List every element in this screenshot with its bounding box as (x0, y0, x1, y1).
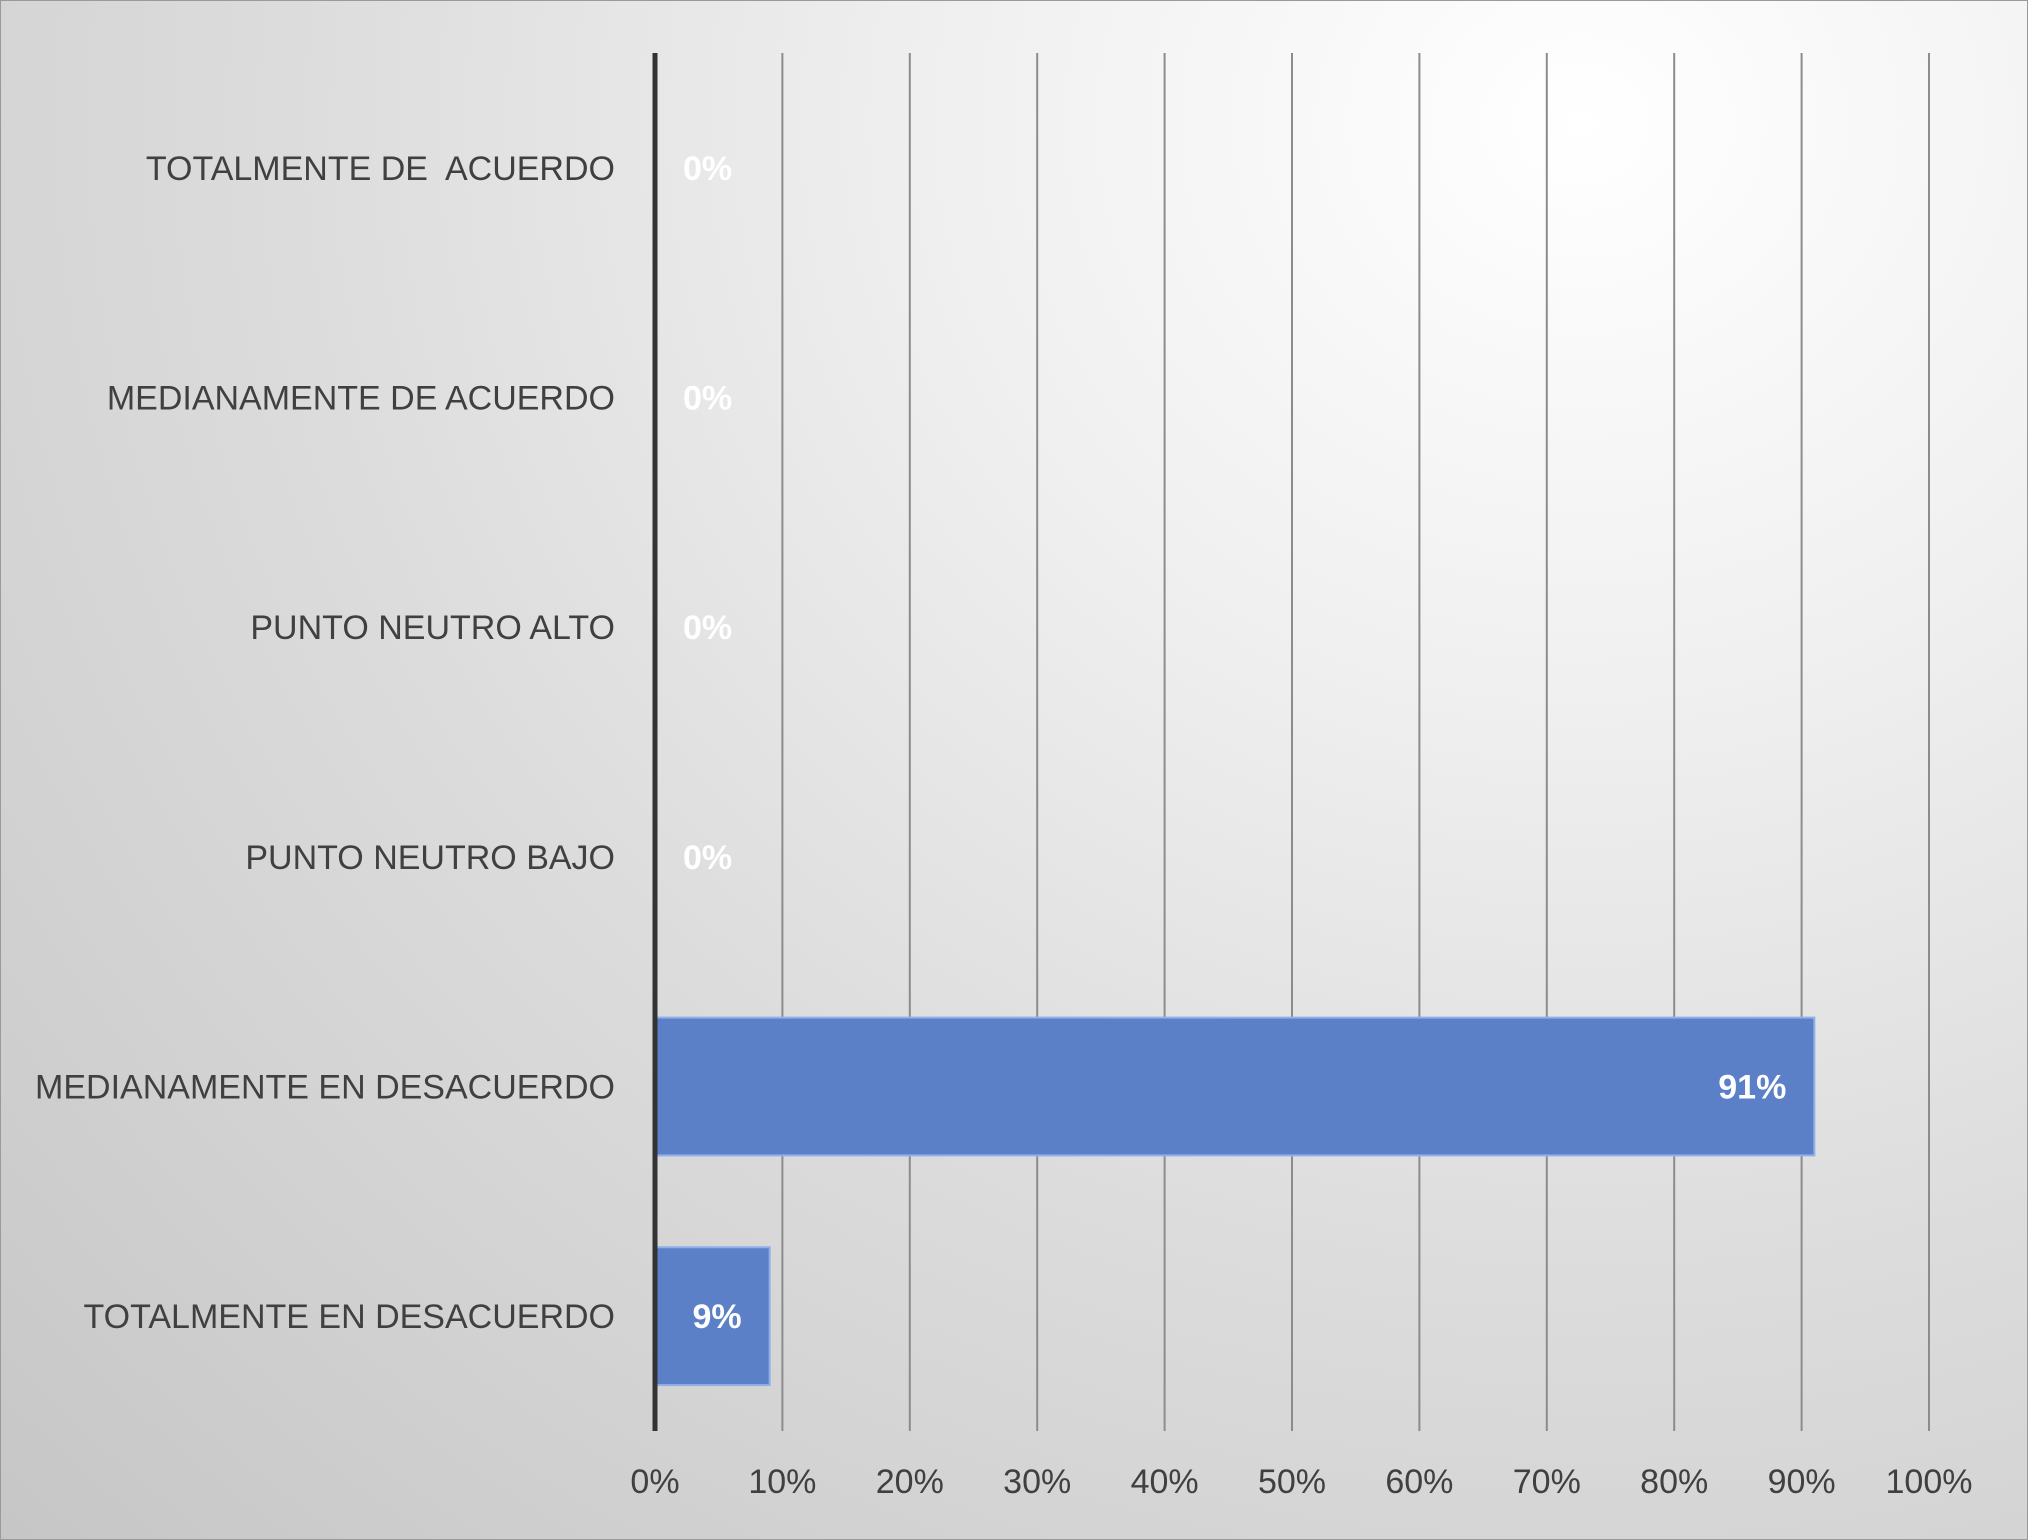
x-tick-label: 60% (1385, 1463, 1453, 1501)
bars (654, 1016, 1816, 1387)
x-tick-label: 90% (1768, 1463, 1836, 1501)
category-label: PUNTO NEUTRO BAJO (245, 839, 615, 877)
category-labels: TOTALMENTE DE ACUERDO MEDIANAMENTE DE ACU… (35, 150, 615, 1336)
category-label: MEDIANAMENTE DE ACUERDO (107, 380, 615, 418)
x-tick-label: 100% (1886, 1463, 1973, 1501)
data-labels: 0% 0% 0% 0% 91% 9% (683, 150, 1786, 1336)
gridlines (781, 53, 1930, 1431)
x-tick-label: 0% (630, 1463, 679, 1501)
x-tick-label: 80% (1640, 1463, 1708, 1501)
x-tick-label: 50% (1258, 1463, 1326, 1501)
x-tick-label: 30% (1003, 1463, 1071, 1501)
data-label: 9% (693, 1298, 742, 1336)
data-label: 0% (683, 150, 732, 188)
x-tick-label: 20% (876, 1463, 944, 1501)
bar (654, 1016, 1816, 1157)
x-axis-tick-labels: 0% 10% 20% 30% 40% 50% 60% 70% 80% 90% 100% (630, 1463, 1972, 1501)
bar (654, 1246, 771, 1387)
x-tick-label: 40% (1131, 1463, 1199, 1501)
x-tick-label: 70% (1513, 1463, 1581, 1501)
data-label: 0% (683, 380, 732, 418)
data-label: 91% (1718, 1069, 1786, 1107)
data-label: 0% (683, 609, 732, 647)
data-label: 0% (683, 839, 732, 877)
category-label: PUNTO NEUTRO ALTO (250, 609, 615, 647)
category-label: TOTALMENTE DE ACUERDO (146, 150, 615, 188)
category-label: MEDIANAMENTE EN DESACUERDO (35, 1069, 615, 1107)
x-tick-label: 10% (748, 1463, 816, 1501)
category-label: TOTALMENTE EN DESACUERDO (84, 1298, 615, 1336)
